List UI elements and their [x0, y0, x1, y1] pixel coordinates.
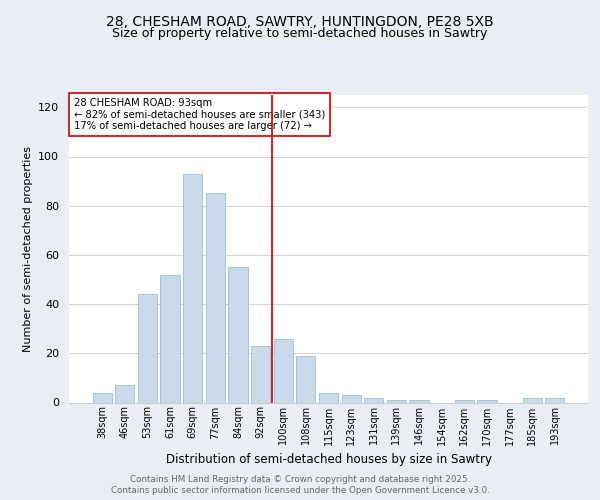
Bar: [160, 274, 180, 402]
Text: Size of property relative to semi-detached houses in Sawtry: Size of property relative to semi-detach…: [112, 28, 488, 40]
Bar: [545, 398, 565, 402]
Bar: [274, 338, 293, 402]
X-axis label: Distribution of semi-detached houses by size in Sawtry: Distribution of semi-detached houses by …: [166, 453, 491, 466]
Bar: [138, 294, 157, 403]
Bar: [387, 400, 406, 402]
Bar: [364, 398, 383, 402]
Text: Contains HM Land Registry data © Crown copyright and database right 2025.: Contains HM Land Registry data © Crown c…: [130, 475, 470, 484]
Bar: [206, 194, 225, 402]
Bar: [251, 346, 270, 403]
Bar: [319, 392, 338, 402]
Bar: [296, 356, 316, 403]
Y-axis label: Number of semi-detached properties: Number of semi-detached properties: [23, 146, 32, 352]
Bar: [477, 400, 497, 402]
Bar: [183, 174, 202, 402]
Bar: [523, 398, 542, 402]
Text: 28 CHESHAM ROAD: 93sqm
← 82% of semi-detached houses are smaller (343)
17% of se: 28 CHESHAM ROAD: 93sqm ← 82% of semi-det…: [74, 98, 325, 132]
Bar: [229, 267, 248, 402]
Text: 28, CHESHAM ROAD, SAWTRY, HUNTINGDON, PE28 5XB: 28, CHESHAM ROAD, SAWTRY, HUNTINGDON, PE…: [106, 15, 494, 29]
Bar: [92, 392, 112, 402]
Bar: [341, 395, 361, 402]
Bar: [409, 400, 428, 402]
Text: Contains public sector information licensed under the Open Government Licence v3: Contains public sector information licen…: [110, 486, 490, 495]
Bar: [455, 400, 474, 402]
Bar: [115, 386, 134, 402]
